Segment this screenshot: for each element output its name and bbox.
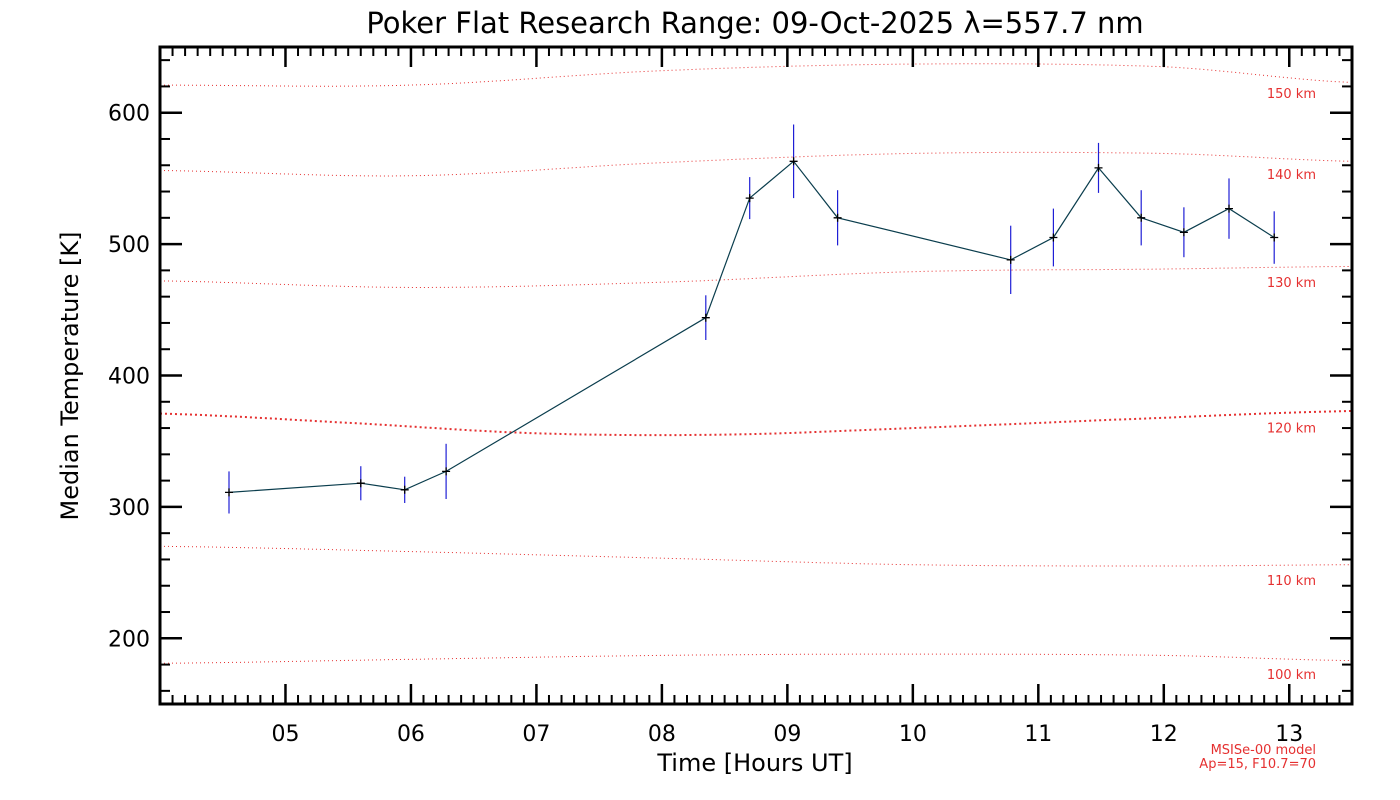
data-point	[701, 313, 710, 322]
model-curve-label: 130 km	[1267, 276, 1316, 291]
data-point	[745, 194, 754, 203]
model-curve-label: 120 km	[1267, 422, 1316, 437]
x-tick-label: 05	[271, 722, 299, 747]
data-series	[225, 124, 1279, 514]
x-tick-label: 09	[773, 722, 801, 747]
data-point	[1225, 204, 1233, 213]
data-point	[789, 157, 798, 166]
x-tick-label: 08	[648, 722, 676, 747]
model-curve-label: 150 km	[1267, 87, 1316, 102]
y-tick-label: 600	[108, 102, 150, 127]
data-point	[400, 485, 409, 494]
data-point	[1049, 233, 1058, 242]
model-curve-100-km	[159, 653, 1353, 664]
x-axis-label: Time [Hours UT]	[656, 749, 852, 777]
model-curve-110-km	[159, 545, 1352, 567]
model-note-line-1: MSISe-00 model	[1211, 743, 1316, 758]
data-point	[833, 213, 842, 222]
model-curve-150-km	[160, 63, 1353, 87]
x-tick-label: 12	[1150, 722, 1178, 747]
plot-axes: 05 06 07 08 09 10 11 12 13 200 300 400 500 600	[108, 45, 1354, 747]
x-tick-label: 13	[1275, 722, 1303, 747]
data-point	[1270, 233, 1279, 242]
y-axis-label: Median Temperature [K]	[56, 231, 84, 520]
model-curve-label: 140 km	[1267, 168, 1316, 183]
x-tick-label: 10	[899, 722, 927, 747]
data-point	[1179, 228, 1188, 237]
y-tick-label: 200	[108, 627, 150, 652]
model-curves: 100 km 110 km 120 km 130 km 140 km 150 km	[159, 63, 1353, 683]
y-tick-label: 300	[108, 496, 150, 521]
data-point	[356, 479, 365, 488]
y-tick-label: 400	[108, 365, 150, 390]
data-point	[1094, 163, 1103, 172]
model-curve-label: 110 km	[1267, 574, 1316, 589]
x-tick-label: 06	[397, 722, 425, 747]
data-point	[1137, 213, 1146, 222]
model-curve-label: 100 km	[1267, 668, 1316, 683]
x-tick-label: 11	[1024, 722, 1052, 747]
y-tick-label: 500	[108, 233, 150, 258]
data-point	[442, 467, 451, 476]
model-curve-140-km	[159, 151, 1353, 177]
chart-title: Poker Flat Research Range: 09-Oct-2025 λ…	[366, 6, 1143, 40]
data-point	[1006, 255, 1015, 264]
data-point	[225, 488, 233, 497]
model-curve-120-km	[159, 410, 1353, 437]
model-curve-130-km	[159, 265, 1353, 288]
x-tick-label: 07	[522, 722, 550, 747]
model-note-line-2: Ap=15, F10.7=70	[1199, 757, 1316, 772]
